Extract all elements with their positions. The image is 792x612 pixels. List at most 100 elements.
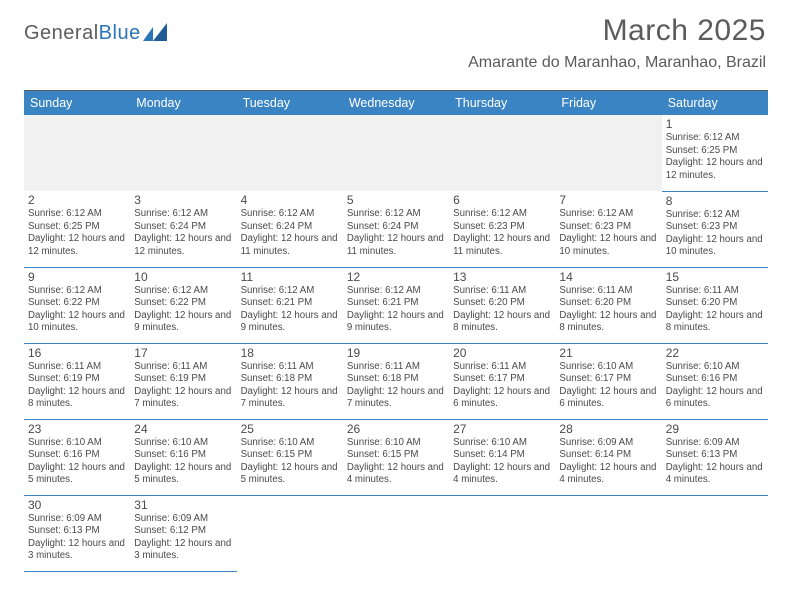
logo-mark-icon (143, 23, 173, 45)
sunrise-text: Sunrise: 6:10 AM (666, 361, 740, 372)
day-details: Sunrise: 6:11 AMSunset: 6:19 PMDaylight:… (28, 361, 126, 411)
day-details: Sunrise: 6:12 AMSunset: 6:23 PMDaylight:… (559, 208, 657, 258)
calendar-cell: 5Sunrise: 6:12 AMSunset: 6:24 PMDaylight… (343, 191, 449, 267)
calendar-cell: 9Sunrise: 6:12 AMSunset: 6:22 PMDaylight… (24, 267, 130, 343)
day-header: Wednesday (343, 91, 449, 116)
calendar-week: 1Sunrise: 6:12 AMSunset: 6:25 PMDaylight… (24, 115, 768, 191)
day-number: 22 (666, 346, 764, 361)
sunset-text: Sunset: 6:21 PM (347, 297, 419, 308)
sunrise-text: Sunrise: 6:10 AM (347, 437, 421, 448)
day-number: 2 (28, 193, 126, 208)
header: GeneralBlue March 2025 Amarante do Maran… (24, 18, 768, 80)
sunset-text: Sunset: 6:24 PM (134, 221, 206, 232)
day-number: 26 (347, 422, 445, 437)
calendar-cell: 25Sunrise: 6:10 AMSunset: 6:15 PMDayligh… (237, 419, 343, 495)
sunrise-text: Sunrise: 6:12 AM (347, 285, 421, 296)
sunrise-text: Sunrise: 6:09 AM (28, 513, 102, 524)
calendar-cell (555, 495, 661, 571)
calendar-cell (662, 495, 768, 571)
page-title: March 2025 (603, 14, 766, 48)
calendar-cell (237, 495, 343, 571)
sunrise-text: Sunrise: 6:10 AM (28, 437, 102, 448)
day-number: 27 (453, 422, 551, 437)
sunrise-text: Sunrise: 6:12 AM (134, 285, 208, 296)
calendar-cell: 30Sunrise: 6:09 AMSunset: 6:13 PMDayligh… (24, 495, 130, 571)
daylight-text: Daylight: 12 hours and 5 minutes. (134, 462, 231, 485)
day-number: 19 (347, 346, 445, 361)
calendar-cell: 31Sunrise: 6:09 AMSunset: 6:12 PMDayligh… (130, 495, 236, 571)
day-details: Sunrise: 6:11 AMSunset: 6:20 PMDaylight:… (559, 285, 657, 335)
daylight-text: Daylight: 12 hours and 12 minutes. (28, 233, 125, 256)
day-details: Sunrise: 6:12 AMSunset: 6:21 PMDaylight:… (347, 285, 445, 335)
sunrise-text: Sunrise: 6:12 AM (559, 208, 633, 219)
day-number: 17 (134, 346, 232, 361)
calendar-cell: 15Sunrise: 6:11 AMSunset: 6:20 PMDayligh… (662, 267, 768, 343)
day-details: Sunrise: 6:11 AMSunset: 6:20 PMDaylight:… (453, 285, 551, 335)
day-number: 9 (28, 270, 126, 285)
calendar-cell: 29Sunrise: 6:09 AMSunset: 6:13 PMDayligh… (662, 419, 768, 495)
day-number: 3 (134, 193, 232, 208)
calendar-cell: 24Sunrise: 6:10 AMSunset: 6:16 PMDayligh… (130, 419, 236, 495)
day-details: Sunrise: 6:12 AMSunset: 6:23 PMDaylight:… (453, 208, 551, 258)
calendar-cell: 17Sunrise: 6:11 AMSunset: 6:19 PMDayligh… (130, 343, 236, 419)
calendar-cell: 28Sunrise: 6:09 AMSunset: 6:14 PMDayligh… (555, 419, 661, 495)
calendar-cell (130, 115, 236, 191)
day-number: 12 (347, 270, 445, 285)
calendar-head: SundayMondayTuesdayWednesdayThursdayFrid… (24, 91, 768, 116)
calendar-week: 9Sunrise: 6:12 AMSunset: 6:22 PMDaylight… (24, 267, 768, 343)
daylight-text: Daylight: 12 hours and 7 minutes. (241, 386, 338, 409)
daylight-text: Daylight: 12 hours and 3 minutes. (28, 538, 125, 561)
sunset-text: Sunset: 6:14 PM (453, 449, 525, 460)
calendar-cell (449, 115, 555, 191)
day-details: Sunrise: 6:12 AMSunset: 6:22 PMDaylight:… (134, 285, 232, 335)
daylight-text: Daylight: 12 hours and 10 minutes. (28, 310, 125, 333)
day-details: Sunrise: 6:09 AMSunset: 6:14 PMDaylight:… (559, 437, 657, 487)
calendar-cell: 19Sunrise: 6:11 AMSunset: 6:18 PMDayligh… (343, 343, 449, 419)
day-number: 7 (559, 193, 657, 208)
logo: GeneralBlue (24, 22, 173, 45)
daylight-text: Daylight: 12 hours and 12 minutes. (134, 233, 231, 256)
logo-text: GeneralBlue (24, 22, 141, 45)
sunrise-text: Sunrise: 6:12 AM (241, 285, 315, 296)
daylight-text: Daylight: 12 hours and 9 minutes. (134, 310, 231, 333)
calendar-cell: 14Sunrise: 6:11 AMSunset: 6:20 PMDayligh… (555, 267, 661, 343)
daylight-text: Daylight: 12 hours and 8 minutes. (28, 386, 125, 409)
sunset-text: Sunset: 6:23 PM (559, 221, 631, 232)
day-number: 1 (666, 117, 764, 132)
day-details: Sunrise: 6:12 AMSunset: 6:24 PMDaylight:… (347, 208, 445, 258)
day-header: Monday (130, 91, 236, 116)
calendar-week: 23Sunrise: 6:10 AMSunset: 6:16 PMDayligh… (24, 419, 768, 495)
sunset-text: Sunset: 6:13 PM (28, 525, 100, 536)
day-details: Sunrise: 6:12 AMSunset: 6:25 PMDaylight:… (28, 208, 126, 258)
calendar-cell: 27Sunrise: 6:10 AMSunset: 6:14 PMDayligh… (449, 419, 555, 495)
sunset-text: Sunset: 6:21 PM (241, 297, 313, 308)
sunset-text: Sunset: 6:20 PM (559, 297, 631, 308)
day-details: Sunrise: 6:10 AMSunset: 6:15 PMDaylight:… (241, 437, 339, 487)
sunrise-text: Sunrise: 6:11 AM (453, 361, 526, 372)
calendar-cell: 13Sunrise: 6:11 AMSunset: 6:20 PMDayligh… (449, 267, 555, 343)
calendar-week: 30Sunrise: 6:09 AMSunset: 6:13 PMDayligh… (24, 495, 768, 571)
day-number: 18 (241, 346, 339, 361)
day-header: Sunday (24, 91, 130, 116)
logo-part2: Blue (99, 22, 141, 44)
sunrise-text: Sunrise: 6:12 AM (453, 208, 527, 219)
day-number: 31 (134, 498, 232, 513)
sunset-text: Sunset: 6:16 PM (666, 373, 738, 384)
day-details: Sunrise: 6:09 AMSunset: 6:13 PM Daylight:… (28, 513, 126, 563)
daylight-text: Daylight: 12 hours and 8 minutes. (666, 310, 763, 333)
sunset-text: Sunset: 6:20 PM (666, 297, 738, 308)
sunset-text: Sunset: 6:23 PM (666, 221, 738, 232)
sunset-text: Sunset: 6:25 PM (28, 221, 100, 232)
daylight-text: Daylight: 12 hours and 6 minutes. (666, 386, 763, 409)
day-details: Sunrise: 6:12 AMSunset: 6:22 PMDaylight:… (28, 285, 126, 335)
calendar-cell: 22Sunrise: 6:10 AMSunset: 6:16 PM Dayligh… (662, 343, 768, 419)
day-number: 20 (453, 346, 551, 361)
day-header: Tuesday (237, 91, 343, 116)
calendar-cell: 21Sunrise: 6:10 AMSunset: 6:17 PMDayligh… (555, 343, 661, 419)
calendar-cell: 26Sunrise: 6:10 AMSunset: 6:15 PMDayligh… (343, 419, 449, 495)
daylight-text: Daylight: 12 hours and 8 minutes. (453, 310, 550, 333)
calendar-week: 2Sunrise: 6:12 AMSunset: 6:25 PMDaylight… (24, 191, 768, 267)
day-details: Sunrise: 6:11 AMSunset: 6:18 PMDaylight:… (347, 361, 445, 411)
sunset-text: Sunset: 6:23 PM (453, 221, 525, 232)
day-header: Thursday (449, 91, 555, 116)
